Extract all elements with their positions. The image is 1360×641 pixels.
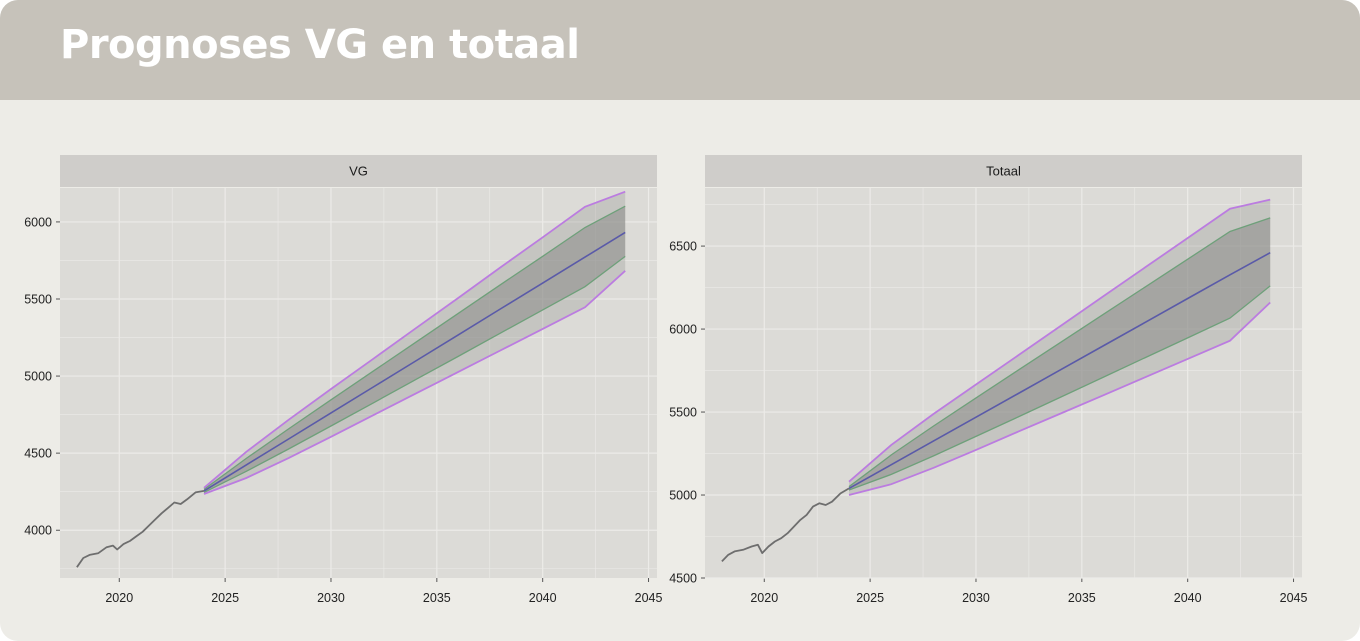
x-tick-label: 2040 [529, 591, 557, 605]
inner-band-upper-line [203, 205, 626, 490]
history-line [76, 490, 205, 568]
y-tick-label: 4000 [24, 524, 52, 538]
y-tick-label: 5000 [669, 489, 697, 503]
facet-strip-label: VG [349, 164, 368, 179]
x-tick-label: 2040 [1174, 591, 1202, 605]
x-tick-label: 2020 [750, 591, 778, 605]
forecast-mean-line [203, 231, 626, 492]
x-tick-label: 2020 [105, 591, 133, 605]
outer-band-lower-line [203, 270, 626, 495]
x-tick-label: 2025 [856, 591, 884, 605]
outer-band-lower-line [848, 301, 1271, 496]
inner-band-lower-line [848, 285, 1271, 491]
x-tick-label: 2030 [317, 591, 345, 605]
y-tick-label: 6000 [669, 323, 697, 337]
y-tick-label: 4500 [24, 447, 52, 461]
page-title: Prognoses VG en totaal [60, 22, 580, 68]
forecast-mean-line [848, 251, 1271, 490]
x-tick-label: 2035 [423, 591, 451, 605]
x-tick-label: 2030 [962, 591, 990, 605]
x-tick-label: 2025 [211, 591, 239, 605]
panel-vg: VG 2020 2025 2030 2035 2040 2045 4000 4500 5000 55… [24, 155, 662, 605]
y-tick-label: 4500 [669, 572, 697, 586]
history-line [721, 487, 850, 563]
outer-band-upper-line [203, 190, 626, 489]
outer-band-upper-line [848, 198, 1271, 483]
panel-totaal: Totaal 2020 2025 2030 2035 2040 2045 4500 5000 55… [669, 155, 1307, 605]
inner-band-upper-line [848, 217, 1271, 488]
x-tick-label: 2035 [1068, 591, 1096, 605]
facet-strip [705, 155, 1302, 187]
y-tick-label: 5000 [24, 370, 52, 384]
x-tick-label: 2045 [635, 591, 663, 605]
inner-band-lower-line [203, 255, 626, 493]
facet-strip-label: Totaal [986, 164, 1021, 179]
inner-prediction-band [204, 206, 626, 493]
header-bar: Prognoses VG en totaal [0, 0, 1360, 100]
y-tick-label: 6000 [24, 215, 52, 229]
y-tick-label: 6500 [669, 240, 697, 254]
y-tick-label: 5500 [24, 292, 52, 306]
inner-prediction-band [849, 217, 1271, 490]
x-tick-label: 2045 [1280, 591, 1308, 605]
facet-strip [60, 155, 657, 187]
y-tick-label: 5500 [669, 406, 697, 420]
